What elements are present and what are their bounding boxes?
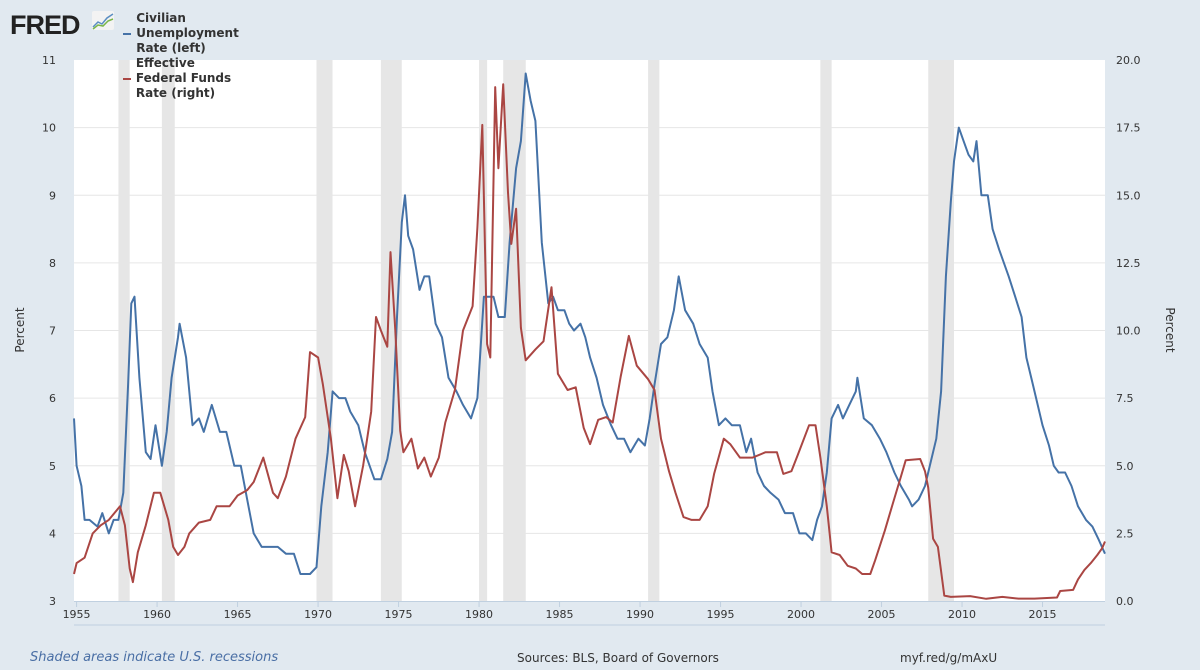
short-url[interactable]: myf.red/g/mAxU: [900, 651, 998, 665]
x-tick-label: 1975: [385, 608, 413, 621]
unemployment-rate-line: [73, 72, 1106, 575]
legend: Civilian Unemployment Rate (left) Effect…: [123, 11, 248, 101]
recession-note: Shaded areas indicate U.S. recessions: [30, 650, 279, 665]
x-tick-label: 1960: [143, 608, 171, 621]
legend-swatch: [123, 32, 132, 35]
x-tick-label: 1970: [304, 608, 332, 621]
x-tick-label: 1955: [63, 608, 91, 621]
x-tick-label: 1980: [465, 608, 493, 621]
y-right-tick-label: 20.0: [1116, 54, 1141, 67]
legend-swatch: [123, 77, 131, 80]
y-right-tick-label: 12.5: [1116, 257, 1141, 270]
fed-funds-rate-line: [73, 83, 1106, 600]
sources: Sources: BLS, Board of Governors: [517, 651, 719, 665]
x-tick-label: 2015: [1029, 608, 1057, 621]
x-tick-label: 2005: [868, 608, 896, 621]
y-left-tick-label: 5: [49, 460, 56, 473]
fred-logo[interactable]: FRED: [10, 10, 80, 40]
x-tick-label: 2010: [948, 608, 976, 621]
y-left-label: Percent: [13, 307, 27, 352]
y-left-tick-label: 4: [49, 527, 56, 540]
y-right-tick-label: 15.0: [1116, 189, 1141, 202]
y-left-tick-label: 3: [49, 595, 56, 608]
y-left-tick-label: 7: [49, 325, 56, 338]
y-left-tick-label: 8: [49, 257, 56, 270]
x-tick-label: 1990: [626, 608, 654, 621]
y-right-tick-label: 2.5: [1116, 527, 1134, 540]
y-left-tick-label: 6: [49, 392, 56, 405]
logo-graph-icon: [92, 11, 114, 30]
legend-item-fedfunds[interactable]: Effective Federal Funds Rate (right): [123, 56, 248, 101]
y-right-label: Percent: [1163, 307, 1177, 352]
y-right-tick-label: 0.0: [1116, 595, 1134, 608]
x-tick-label: 1965: [224, 608, 252, 621]
y-left-tick-label: 11: [42, 54, 56, 67]
x-tick-label: 2000: [787, 608, 815, 621]
y-right-tick-label: 7.5: [1116, 392, 1134, 405]
legend-label: Civilian Unemployment Rate (left): [136, 11, 239, 55]
y-right-tick-label: 5.0: [1116, 460, 1134, 473]
y-right-tick-label: 17.5: [1116, 122, 1141, 135]
legend-label: Effective Federal Funds Rate (right): [135, 56, 232, 100]
y-left-tick-label: 9: [49, 189, 56, 202]
y-right-tick-label: 10.0: [1116, 325, 1141, 338]
x-tick-label: 1995: [707, 608, 735, 621]
legend-item-unemployment[interactable]: Civilian Unemployment Rate (left): [123, 11, 248, 56]
y-left-tick-label: 10: [42, 122, 56, 135]
x-tick-label: 1985: [546, 608, 574, 621]
